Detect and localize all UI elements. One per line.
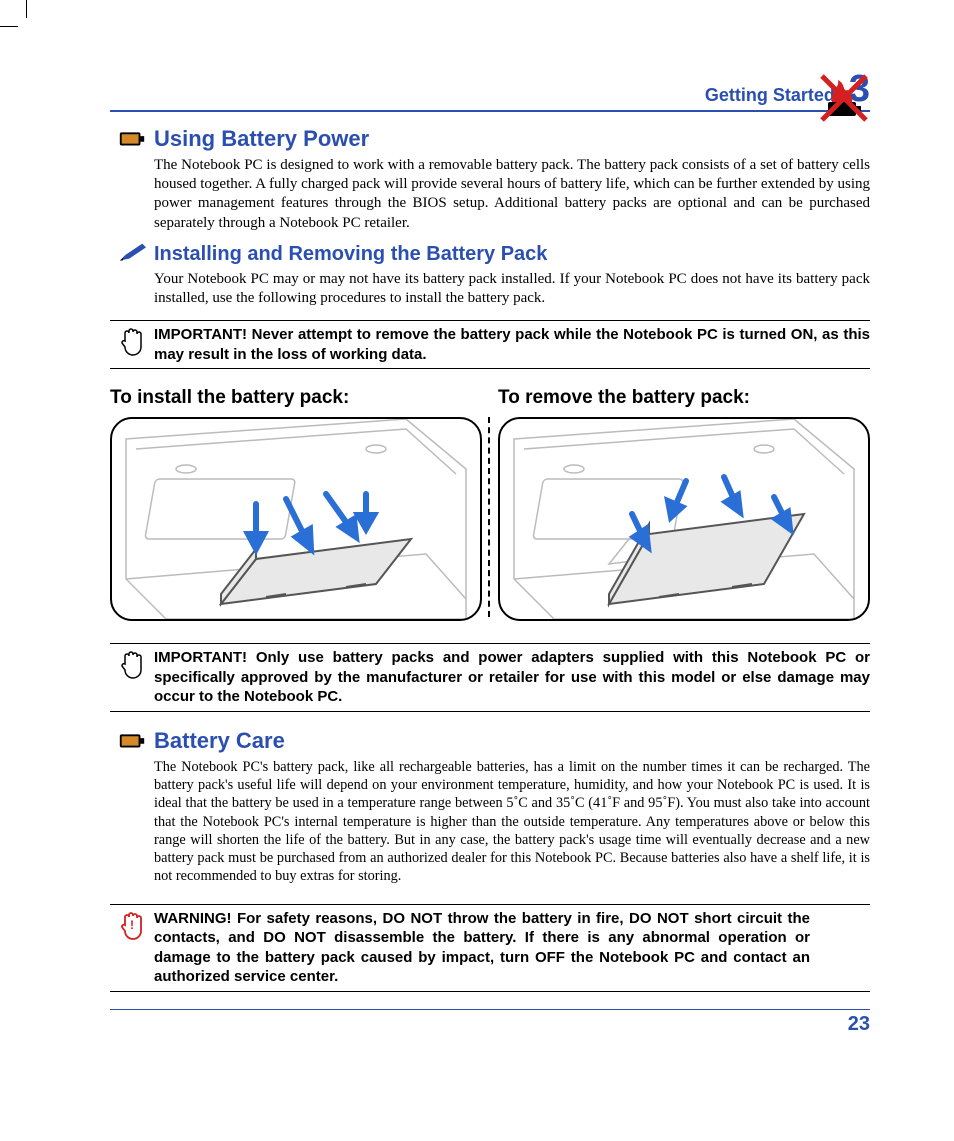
- heading-battery-care: Battery Care: [154, 728, 870, 754]
- footer-rule: [110, 1009, 870, 1010]
- hand-stop-icon: [119, 327, 145, 357]
- diagram-install-image: [110, 417, 482, 621]
- body-battery-care: The Notebook PC's battery pack, like all…: [154, 758, 870, 886]
- diagram-install: To install the battery pack:: [110, 387, 482, 621]
- section-using-battery: Using Battery Power The Notebook PC is d…: [110, 126, 870, 233]
- callout-warning-text: WARNING! For safety reasons, DO NOT thro…: [154, 909, 870, 987]
- chapter-header: Getting Started 3: [110, 70, 870, 112]
- battery-icon: [117, 728, 147, 752]
- no-fire-icon: [818, 72, 870, 124]
- diagram-remove-image: [498, 417, 870, 621]
- page-content: Getting Started 3 Using Battery Power Th…: [110, 70, 870, 992]
- callout-warning: ! WARNING! For safety reasons, DO NOT th…: [110, 904, 870, 992]
- callout-important-2-text: IMPORTANT! Only use battery packs and po…: [154, 648, 870, 707]
- chapter-title: Getting Started: [705, 85, 835, 106]
- section-battery-care: Battery Care The Notebook PC's battery p…: [110, 728, 870, 886]
- body-using-battery: The Notebook PC is designed to work with…: [154, 156, 870, 233]
- callout-important-1-text: IMPORTANT! Never attempt to remove the b…: [154, 325, 870, 364]
- body-install-remove: Your Notebook PC may or may not have its…: [154, 270, 870, 308]
- diagram-remove: To remove the battery pack:: [498, 387, 870, 621]
- pencil-icon: [118, 243, 146, 263]
- battery-icon: [117, 126, 147, 150]
- heading-install-remove: Installing and Removing the Battery Pack: [154, 243, 870, 266]
- hand-stop-icon: [119, 650, 145, 680]
- heading-using-battery: Using Battery Power: [154, 126, 870, 152]
- diagram-install-title: To install the battery pack:: [110, 387, 482, 409]
- page-number: 23: [848, 1013, 870, 1036]
- diagram-remove-title: To remove the battery pack:: [498, 387, 870, 409]
- diagram-row: To install the battery pack:: [110, 387, 870, 621]
- warning-hand-icon: !: [119, 911, 145, 941]
- callout-important-2: IMPORTANT! Only use battery packs and po…: [110, 643, 870, 712]
- callout-important-1: IMPORTANT! Never attempt to remove the b…: [110, 320, 870, 369]
- section-install-remove: Installing and Removing the Battery Pack…: [110, 243, 870, 308]
- svg-text:!: !: [130, 918, 134, 932]
- diagram-divider: [488, 417, 492, 617]
